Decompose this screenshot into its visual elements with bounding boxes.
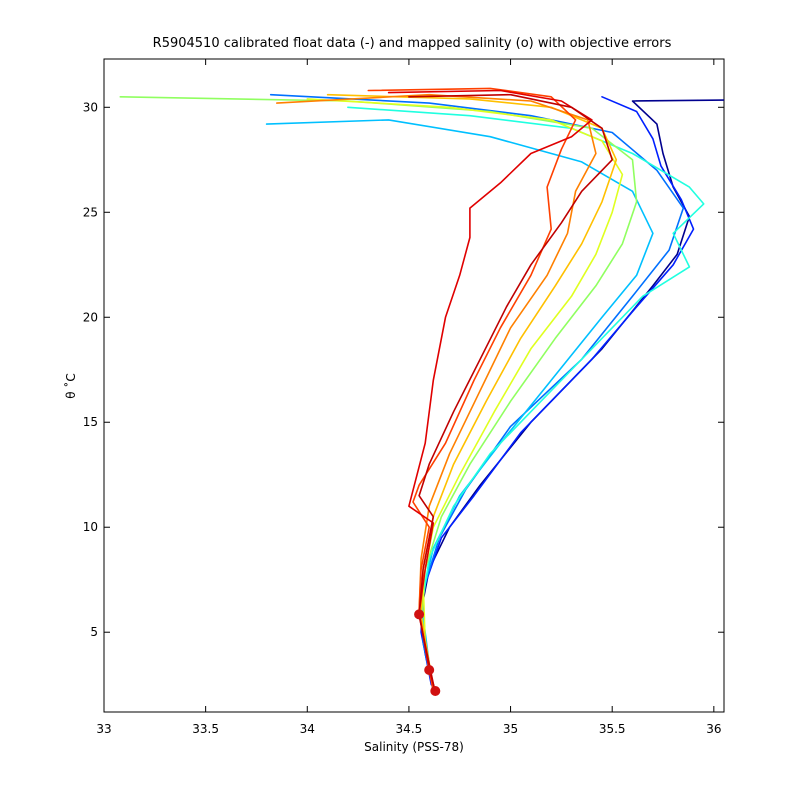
profile-line-10	[367, 87, 577, 692]
y-tick-label-6: 30	[83, 100, 98, 114]
y-tick-label-1: 5	[90, 625, 98, 639]
mapped-salinity-marker-1	[414, 609, 425, 620]
x-tick-label-3: 34	[300, 722, 315, 736]
x-axis-label: Salinity (PSS-78)	[364, 740, 464, 754]
profile-line-3	[269, 93, 685, 690]
x-tick-label-7: 36	[706, 722, 721, 736]
profile-line-9	[275, 93, 597, 613]
y-axis: 5 10 15 20 25 30	[83, 100, 724, 639]
x-tick-label-6: 35.5	[599, 722, 626, 736]
y-tick-label-2: 10	[83, 520, 98, 534]
x-axis: 33 33.5 34 34.5 35 35.5 36	[96, 59, 721, 736]
x-tick-label-1: 33	[96, 722, 111, 736]
mapped-salinity-markers	[414, 609, 441, 696]
mapped-salinity-marker-3	[430, 686, 441, 696]
plot-frame	[103, 58, 725, 713]
profile-lines	[119, 87, 724, 694]
y-tick-label-3: 15	[83, 415, 98, 429]
chart-title: R5904510 calibrated float data (-) and m…	[153, 36, 672, 51]
y-tick-label-5: 25	[83, 205, 98, 219]
x-tick-label-2: 33.5	[192, 722, 219, 736]
profile-line-7	[306, 98, 624, 644]
y-tick-label-4: 20	[83, 310, 98, 324]
mapped-salinity-marker-2	[424, 665, 435, 675]
y-axis-label: θ ˚C	[63, 373, 78, 399]
x-tick-label-4: 34.5	[396, 722, 423, 736]
x-tick-label-5: 35	[503, 722, 518, 736]
profile-line-12	[408, 93, 614, 694]
profile-line-11	[387, 89, 593, 692]
